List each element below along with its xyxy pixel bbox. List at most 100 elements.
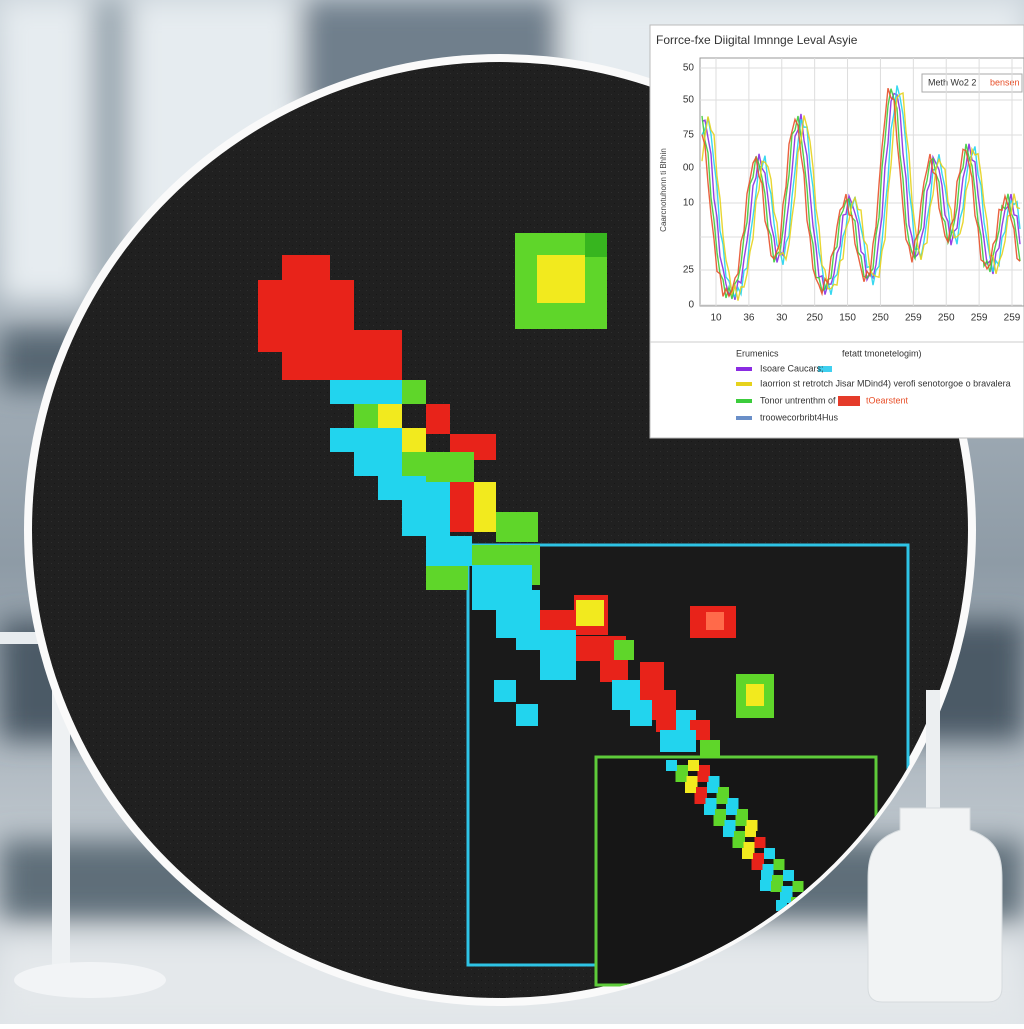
pixel	[600, 660, 628, 682]
pixel	[715, 809, 726, 820]
pixel	[426, 404, 450, 434]
pixel	[685, 782, 696, 793]
x-tick-label: 250	[938, 313, 955, 324]
pixel	[354, 330, 402, 380]
pixel	[781, 886, 793, 897]
pixel	[713, 815, 725, 826]
pixel	[732, 837, 744, 848]
pixel	[688, 760, 699, 771]
pixel	[696, 787, 707, 798]
pixel	[700, 740, 720, 758]
pixel	[614, 640, 634, 660]
legend-entry: Isoare Caucars;	[760, 363, 824, 373]
pixel	[402, 428, 426, 452]
legend-entry: troowecorbribt4Hus	[760, 412, 839, 422]
pixel	[426, 536, 472, 566]
pixel	[734, 831, 745, 842]
legend-entry: Iaorrion st retrotch Jisar MDind4) verof…	[760, 378, 1011, 388]
x-tick-label: 250	[806, 313, 823, 324]
pixel	[282, 352, 354, 380]
pixel	[762, 864, 774, 875]
pixel	[724, 820, 736, 831]
pixel	[378, 476, 426, 500]
x-tick-label: 150	[839, 313, 856, 324]
pixel	[699, 765, 710, 776]
pixel	[705, 798, 717, 809]
pixel	[585, 233, 607, 257]
pixel	[282, 255, 330, 280]
y-tick-label: 0	[688, 300, 694, 311]
pixel	[760, 880, 771, 891]
legend-entry: tOearstent	[866, 395, 909, 405]
pixel	[706, 612, 724, 630]
y-tick-label: 00	[683, 163, 695, 174]
pixel	[378, 428, 402, 452]
inset-title: Forrce-fxe Diigital Imnnge Leval Asyie	[656, 33, 858, 47]
legend-swatch	[736, 399, 752, 403]
pixel	[737, 809, 748, 820]
pixel	[761, 870, 772, 881]
pixel	[772, 875, 783, 886]
pixel	[496, 512, 538, 542]
legend-header: fetatt tmonetelogim)	[842, 348, 922, 358]
x-tick-label: 30	[776, 313, 788, 324]
pixel	[783, 870, 794, 881]
pixel	[746, 820, 758, 831]
legend-swatch	[736, 382, 752, 386]
pixel	[656, 712, 676, 732]
pixel	[753, 853, 764, 864]
pixel	[540, 650, 576, 680]
pixel	[792, 881, 804, 892]
pixel	[707, 782, 718, 793]
pixel	[354, 452, 402, 476]
pixel	[258, 280, 354, 352]
pixel	[718, 787, 729, 798]
pixel	[780, 892, 791, 903]
pixel	[754, 837, 766, 848]
pixel	[764, 848, 775, 859]
x-tick-label: 10	[710, 313, 722, 324]
y-tick-label: 50	[683, 63, 695, 74]
trace	[701, 91, 1021, 301]
bottle	[867, 690, 1003, 1003]
pixel	[770, 881, 782, 892]
pixel	[666, 760, 677, 771]
x-tick-label: 259	[971, 313, 988, 324]
pixel	[675, 771, 687, 782]
pixel	[716, 793, 728, 804]
pixel	[660, 730, 696, 752]
pixel	[330, 428, 378, 452]
pixel	[735, 815, 747, 826]
pixel	[697, 771, 709, 782]
legend-swatch	[838, 396, 860, 406]
pixel	[742, 848, 753, 859]
pixel	[630, 700, 652, 726]
pixel	[686, 776, 698, 787]
legend-box-label: Meth Wo2 2	[928, 77, 976, 87]
pixel	[494, 680, 516, 702]
legend-box-label: bensen	[990, 77, 1020, 87]
pixel	[751, 859, 763, 870]
pixel	[727, 798, 739, 809]
inset-chart: Forrce-fxe Diigital Imnnge Leval Asyie C…	[649, 24, 1024, 439]
pixel	[743, 842, 755, 853]
legend-entry: Tonor untrenthm of	[760, 395, 836, 405]
pixel	[516, 630, 576, 650]
pixel	[776, 900, 787, 911]
pixel	[677, 765, 688, 776]
pixel	[708, 776, 720, 787]
pixel	[330, 380, 402, 404]
legend-swatch	[736, 367, 752, 371]
pixel	[402, 380, 426, 404]
pixel	[704, 804, 715, 815]
pixel	[378, 404, 402, 428]
x-tick-label: 259	[905, 313, 922, 324]
pixel	[402, 500, 450, 536]
pixel	[773, 859, 785, 870]
pixel	[694, 793, 706, 804]
y-tick-label: 25	[683, 265, 695, 276]
trace	[701, 88, 1021, 300]
pixel-blobs	[258, 233, 910, 987]
